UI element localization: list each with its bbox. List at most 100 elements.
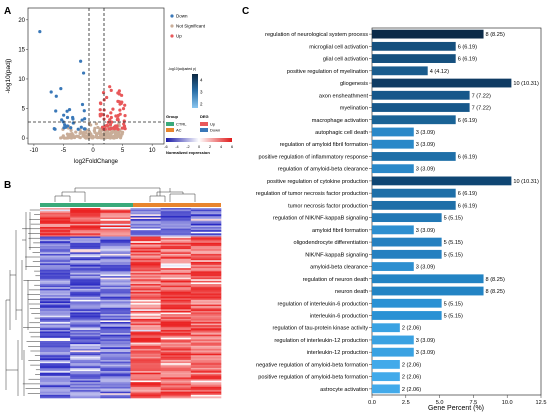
heatmap-cell [100,225,131,228]
heatmap-cell [40,358,71,361]
legend-swatch [170,14,174,18]
heatmap-cell [40,244,71,247]
heatmap-cell [40,356,71,359]
x-tick-label: 0.0 [368,400,376,406]
heatmap-cell [130,339,161,342]
point [120,93,124,97]
heatmap-cell [40,236,71,239]
heatmap-cell [100,318,131,321]
heatmap-cell [160,285,192,288]
heatmap-cell [70,276,101,278]
heatmap-cell [190,331,222,334]
heatmap-cell [70,336,101,339]
x-tick-label: 0 [91,148,95,154]
category-label: axon ensheathment [319,93,369,99]
heatmap-cell [130,388,161,391]
heatmap-cell [70,314,101,316]
dendrogram-branch [6,239,26,371]
heatmap-cell [40,282,71,285]
heatmap-cell [70,364,101,367]
point [83,127,87,131]
scale-tick-label: -2 [186,145,189,149]
heatmap-cell [160,355,192,358]
heatmap-cell [130,342,161,345]
heatmap-cell [130,238,161,240]
heatmap-cell [190,367,222,370]
point [105,114,110,118]
heatmap-cell [130,350,161,353]
heatmap-cell [130,345,161,348]
heatmap-cell [100,249,131,252]
heatmap-cell [130,296,161,299]
heatmap-cell [40,238,71,240]
heatmap-cell [130,231,161,234]
heatmap-cell [130,274,161,277]
scale-tick-label: -4 [175,145,178,149]
heatmap-cell [70,355,101,358]
heatmap-cell [190,282,222,285]
heatmap-cell [190,244,222,247]
heatmap-cell [40,328,71,331]
heatmap-cell [190,258,222,261]
bar-value-label: 6 (6.19) [458,118,477,124]
heatmap-cell [70,274,101,277]
heatmap-cell [70,317,101,320]
heatmap-cell [160,315,192,318]
heatmap-cell [160,288,192,291]
heatmap-cell [160,367,192,370]
scale-tick-label: 2 [209,145,211,149]
heatmap-cell [40,301,71,304]
heatmap-cell [130,261,161,264]
heatmap-cell [130,291,161,294]
heatmap-cell [70,326,101,329]
heatmap-cell [160,307,192,310]
heatmap-cell [130,268,161,271]
heatmap-cell [40,307,71,310]
heatmap-cell [70,360,101,362]
bar [372,164,414,174]
heatmap-cell [40,296,71,299]
heatmap-cell [100,217,131,220]
heatmap-cell [190,375,222,378]
point [82,109,86,113]
heatmap-cells [40,208,222,399]
heatmap-cell [130,382,161,385]
heatmap-cell [160,348,192,351]
point [105,124,110,128]
heatmap-cell [160,268,192,271]
heatmap-cell [160,303,192,305]
bar-value-label: 6 (6.19) [458,203,477,209]
heatmap-cell [70,315,101,318]
heatmap-cell [190,314,222,316]
heatmap-cell [160,334,192,337]
deg-legend-title: DEG [200,114,209,119]
point [101,90,106,95]
heatmap-cell [40,310,71,313]
heatmap-cell [160,298,192,301]
heatmap [5,187,222,399]
colorbar-ticks: 4 3 2 [200,78,203,107]
category-label: regulation of tumor necrosis factor prod… [256,191,368,197]
heatmap-cell [130,304,161,307]
heatmap-cell [100,261,131,264]
heatmap-cell [130,328,161,331]
bar [372,127,414,137]
point [114,114,118,118]
heatmap-cell [70,310,101,313]
heatmap-cell [100,386,131,389]
heatmap-cell [130,253,161,256]
heatmap-cell [130,317,161,320]
heatmap-cell [160,379,192,381]
heatmap-cell [190,246,222,248]
bar-value-label: 5 (5.15) [444,240,463,246]
bar-value-label: 5 (5.15) [444,301,463,307]
heatmap-cell [130,276,161,278]
point [54,94,58,98]
heatmap-cell [160,228,192,231]
heatmap-cell [190,345,222,348]
heatmap-cell [70,227,101,229]
heatmap-cell [160,274,192,277]
category-label: amyloid-beta clearance [310,265,368,271]
expression-scale-ticks: -6 -4 -2 0 2 4 6 [164,145,233,149]
